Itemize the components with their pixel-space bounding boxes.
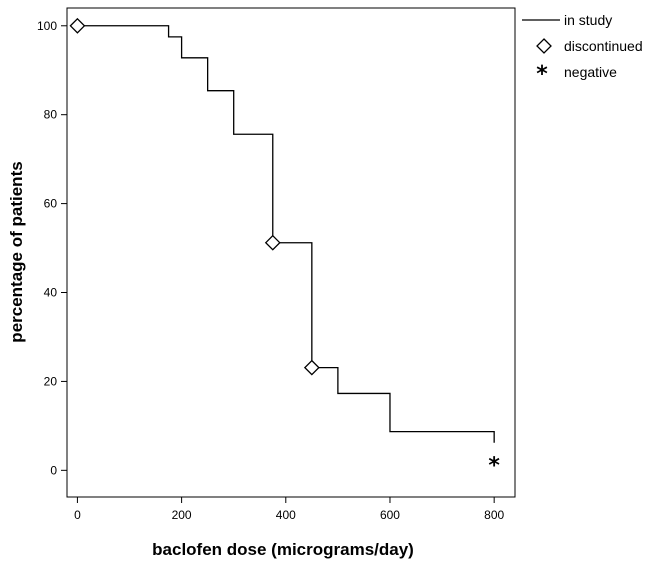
y-tick-label: 60	[44, 197, 58, 211]
x-tick-label: 400	[276, 508, 296, 522]
legend-label: in study	[564, 12, 612, 28]
discontinued-marker	[264, 234, 281, 251]
negative-marker: *	[488, 454, 500, 479]
legend-item-discontinued: discontinued	[536, 38, 643, 54]
x-tick-label: 600	[380, 508, 400, 522]
legend-item-in-study: in study	[522, 12, 612, 28]
y-tick-label: 100	[37, 19, 57, 33]
discontinued-marker	[303, 359, 320, 376]
y-tick-label: 0	[50, 463, 57, 477]
legend-label: negative	[564, 64, 617, 80]
series-layer: *	[69, 17, 500, 479]
in-study-step-line	[77, 25, 495, 443]
x-axis: 0 200 400 600 800	[74, 497, 504, 522]
x-tick-label: 0	[74, 508, 81, 522]
y-tick-label: 40	[44, 286, 58, 300]
x-axis-title: baclofen dose (micrograms/day)	[152, 540, 414, 559]
legend-asterisk-swatch: *	[536, 62, 548, 87]
legend-diamond-swatch	[536, 38, 552, 54]
legend-item-negative: * negative	[536, 62, 617, 87]
x-tick-label: 800	[484, 508, 504, 522]
y-tick-label: 20	[44, 374, 58, 388]
y-tick-label: 80	[44, 108, 58, 122]
y-axis-title: percentage of patients	[7, 161, 26, 342]
legend: in study discontinued * negative	[522, 12, 643, 87]
x-tick-label: 200	[172, 508, 192, 522]
discontinued-marker	[69, 17, 86, 34]
plot-frame	[66, 7, 516, 498]
y-axis: 0 20 40 60 80 100	[37, 19, 67, 477]
legend-label: discontinued	[564, 38, 643, 54]
